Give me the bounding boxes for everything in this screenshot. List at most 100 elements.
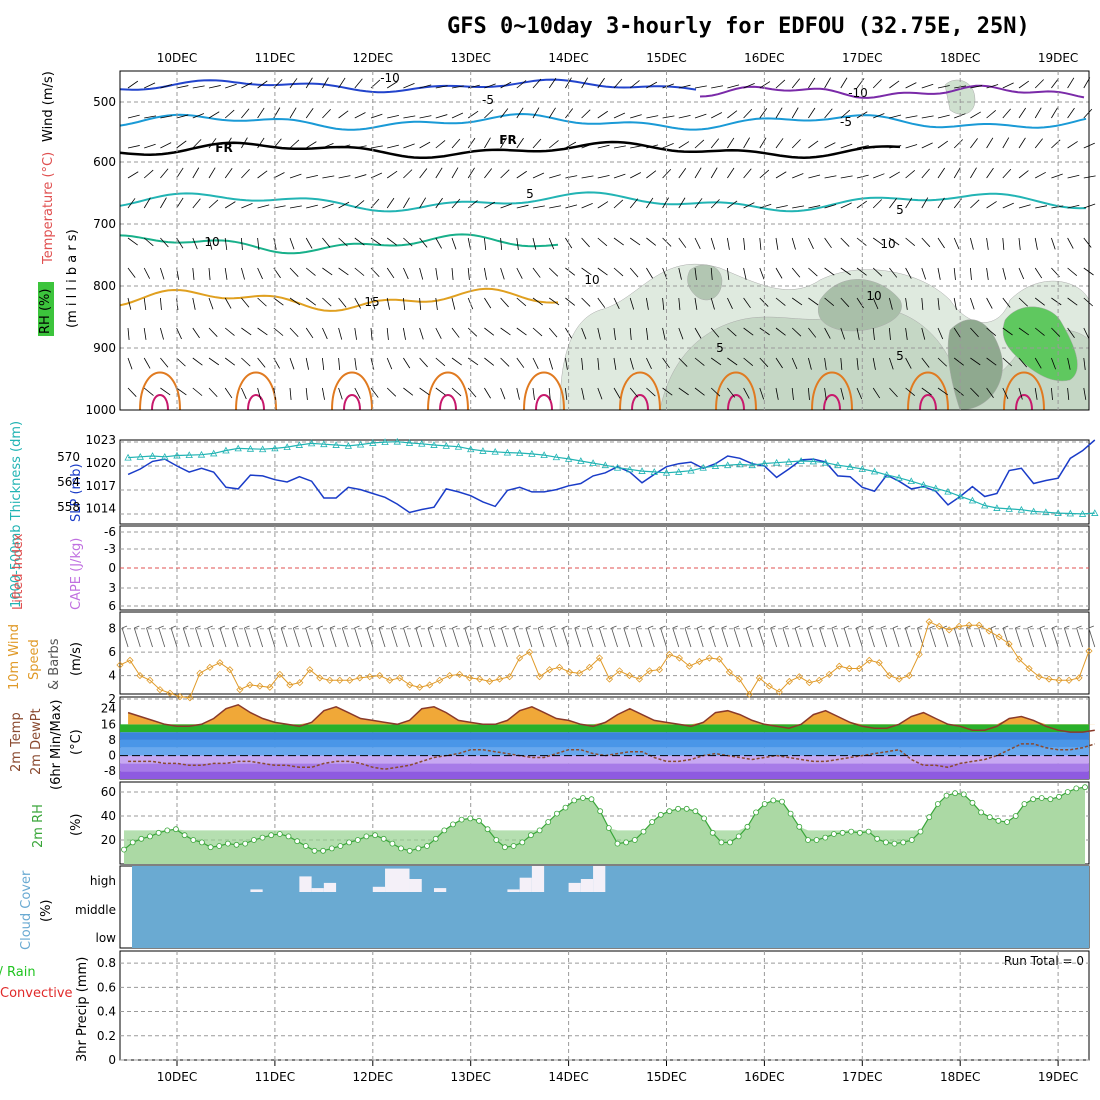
wind-barb [775, 327, 786, 336]
wind10m-point [196, 669, 204, 677]
rh2m-point [484, 826, 491, 833]
rh2m-point [380, 835, 387, 842]
rh2m-point [571, 797, 578, 804]
thickness-point [1005, 505, 1013, 512]
wind-barb [289, 107, 297, 119]
wind-barb [160, 168, 169, 179]
thickness-point [650, 468, 658, 475]
wind-barb [613, 387, 621, 399]
ylabel-thickness: 1000-500mb Thickness (dm) [9, 421, 24, 608]
wind-barb [354, 174, 367, 179]
wind-barb [791, 357, 798, 370]
wind10m-barb-flag [476, 625, 483, 629]
wind-barb [127, 327, 130, 340]
wind-barb [516, 170, 527, 179]
wind10m-point [346, 676, 354, 684]
wind-barb [743, 108, 753, 119]
wind-barb [1002, 168, 1012, 179]
wind-barb [905, 197, 913, 209]
wind-barb [775, 138, 784, 149]
wind-barb [403, 387, 414, 396]
wind-barb [872, 297, 879, 310]
wind-barb [467, 357, 479, 366]
wind10m-point [456, 670, 464, 678]
wind-barb [1067, 357, 1071, 370]
wind-barb [630, 114, 642, 119]
pressure-tick-label: 800 [93, 279, 116, 293]
rh2m-point [683, 805, 690, 812]
wind-barb [986, 267, 989, 280]
wind10m-point [1015, 655, 1023, 663]
wind-barb [257, 357, 266, 368]
wind-barb [160, 267, 165, 280]
wind-barb [516, 327, 527, 336]
wind-barb [192, 387, 203, 396]
thickness-point [1017, 505, 1026, 513]
wind10m-point [176, 693, 184, 701]
wind-barb [354, 200, 365, 209]
wind-barb [1067, 327, 1075, 339]
wind-barb [370, 113, 383, 119]
thickness-point [344, 442, 352, 449]
rh2m-point [216, 843, 223, 849]
bottom-date-label: 19DEC [1038, 1070, 1078, 1084]
wind-barb [1051, 237, 1056, 250]
wind-barb [581, 77, 589, 89]
rh2m-point [1004, 819, 1010, 825]
rh2m-point [536, 827, 543, 834]
thickness-point [210, 449, 218, 457]
wind10m-point [825, 670, 833, 678]
wind-barb [921, 327, 926, 340]
rh2m-point [259, 834, 266, 841]
wind-barb [646, 115, 659, 119]
wind-barb [662, 115, 675, 119]
wind-barb [759, 237, 762, 250]
wind10m-point [635, 675, 644, 683]
thickness-point [564, 455, 573, 462]
contour-labels: -10 -5 5 10 15 5 -10 -5 5 10 10 10 5 FR FR [204, 71, 903, 363]
wind-barb [1018, 107, 1027, 119]
rh2m-point [831, 831, 837, 837]
wind-barb [451, 112, 464, 119]
wind-barb [970, 387, 980, 397]
wind10m-point [426, 681, 434, 689]
contour-label: 10 [880, 237, 895, 251]
rh2m-point [155, 829, 162, 836]
hot-contour-loop [1015, 394, 1033, 411]
wind10m-barb-flag [317, 625, 323, 629]
wind-barb [953, 387, 964, 396]
hot-contour-loop [439, 394, 457, 411]
thickness-point [148, 452, 157, 459]
rh2m-point [934, 801, 941, 807]
wind-barb [1018, 237, 1021, 250]
rh2m-point [986, 814, 993, 821]
ylabel-rh2m-unit: (%) [69, 814, 84, 837]
wind-barb [581, 357, 584, 370]
rh2m-point [294, 838, 301, 845]
wind-barb [257, 237, 260, 250]
wind-barb [127, 357, 133, 370]
wind10m-barb-flag [158, 625, 164, 629]
wind-barb [889, 237, 900, 246]
wind-barb [241, 387, 247, 400]
wind-barb [840, 77, 848, 89]
wind-barb [840, 202, 852, 209]
wind-barb [1083, 297, 1094, 307]
wind-barb [208, 357, 220, 366]
rh2m-point [450, 821, 456, 828]
wind10m-barb [170, 627, 178, 648]
wind-barb [970, 267, 972, 280]
wind-barb [532, 327, 543, 337]
wind-barb [467, 137, 476, 149]
wind-barb [694, 267, 697, 280]
wind-barb [824, 77, 831, 89]
wind-barb [856, 387, 863, 400]
rh2m-point [666, 808, 673, 815]
wind-barb [1067, 387, 1070, 400]
wind-barb [646, 267, 653, 279]
wind-barb [840, 175, 853, 179]
wind-barb [176, 237, 184, 249]
wind-barb [451, 198, 461, 209]
wind-barb [986, 297, 993, 309]
thickness-point [234, 444, 242, 452]
